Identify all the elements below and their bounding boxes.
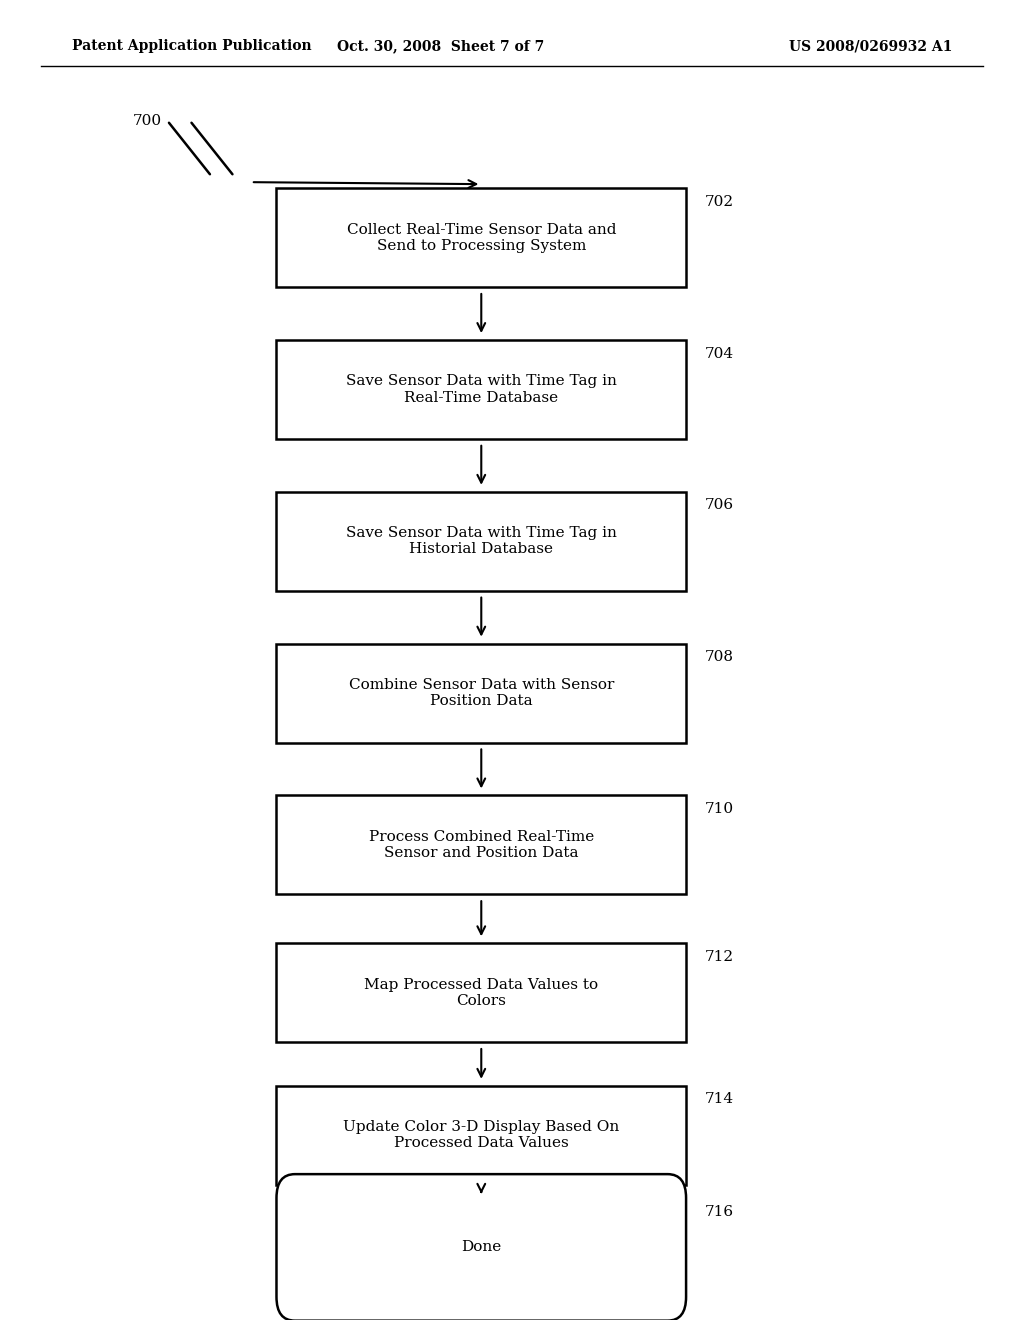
Text: 706: 706 xyxy=(705,499,733,512)
Text: Process Combined Real-Time
Sensor and Position Data: Process Combined Real-Time Sensor and Po… xyxy=(369,830,594,859)
Text: Collect Real-Time Sensor Data and
Send to Processing System: Collect Real-Time Sensor Data and Send t… xyxy=(346,223,616,252)
Text: Map Processed Data Values to
Colors: Map Processed Data Values to Colors xyxy=(365,978,598,1007)
Text: Save Sensor Data with Time Tag in
Historial Database: Save Sensor Data with Time Tag in Histor… xyxy=(346,527,616,556)
FancyBboxPatch shape xyxy=(276,1085,686,1185)
Text: 714: 714 xyxy=(705,1093,733,1106)
Text: Save Sensor Data with Time Tag in
Real-Time Database: Save Sensor Data with Time Tag in Real-T… xyxy=(346,375,616,404)
Text: Combine Sensor Data with Sensor
Position Data: Combine Sensor Data with Sensor Position… xyxy=(348,678,614,708)
Text: 700: 700 xyxy=(133,115,162,128)
FancyBboxPatch shape xyxy=(276,795,686,895)
FancyBboxPatch shape xyxy=(276,189,686,288)
Text: 712: 712 xyxy=(705,950,733,964)
Text: Patent Application Publication: Patent Application Publication xyxy=(72,40,311,53)
Text: 716: 716 xyxy=(705,1204,733,1218)
Text: 710: 710 xyxy=(705,803,733,816)
Text: Oct. 30, 2008  Sheet 7 of 7: Oct. 30, 2008 Sheet 7 of 7 xyxy=(337,40,544,53)
FancyBboxPatch shape xyxy=(276,492,686,591)
FancyBboxPatch shape xyxy=(276,341,686,438)
Text: Done: Done xyxy=(461,1241,502,1254)
FancyBboxPatch shape xyxy=(276,644,686,742)
Text: US 2008/0269932 A1: US 2008/0269932 A1 xyxy=(788,40,952,53)
FancyBboxPatch shape xyxy=(276,942,686,1043)
FancyBboxPatch shape xyxy=(276,1175,686,1320)
Text: 704: 704 xyxy=(705,347,733,360)
Text: Update Color 3-D Display Based On
Processed Data Values: Update Color 3-D Display Based On Proces… xyxy=(343,1121,620,1150)
Text: 702: 702 xyxy=(705,195,733,209)
Text: 708: 708 xyxy=(705,651,733,664)
